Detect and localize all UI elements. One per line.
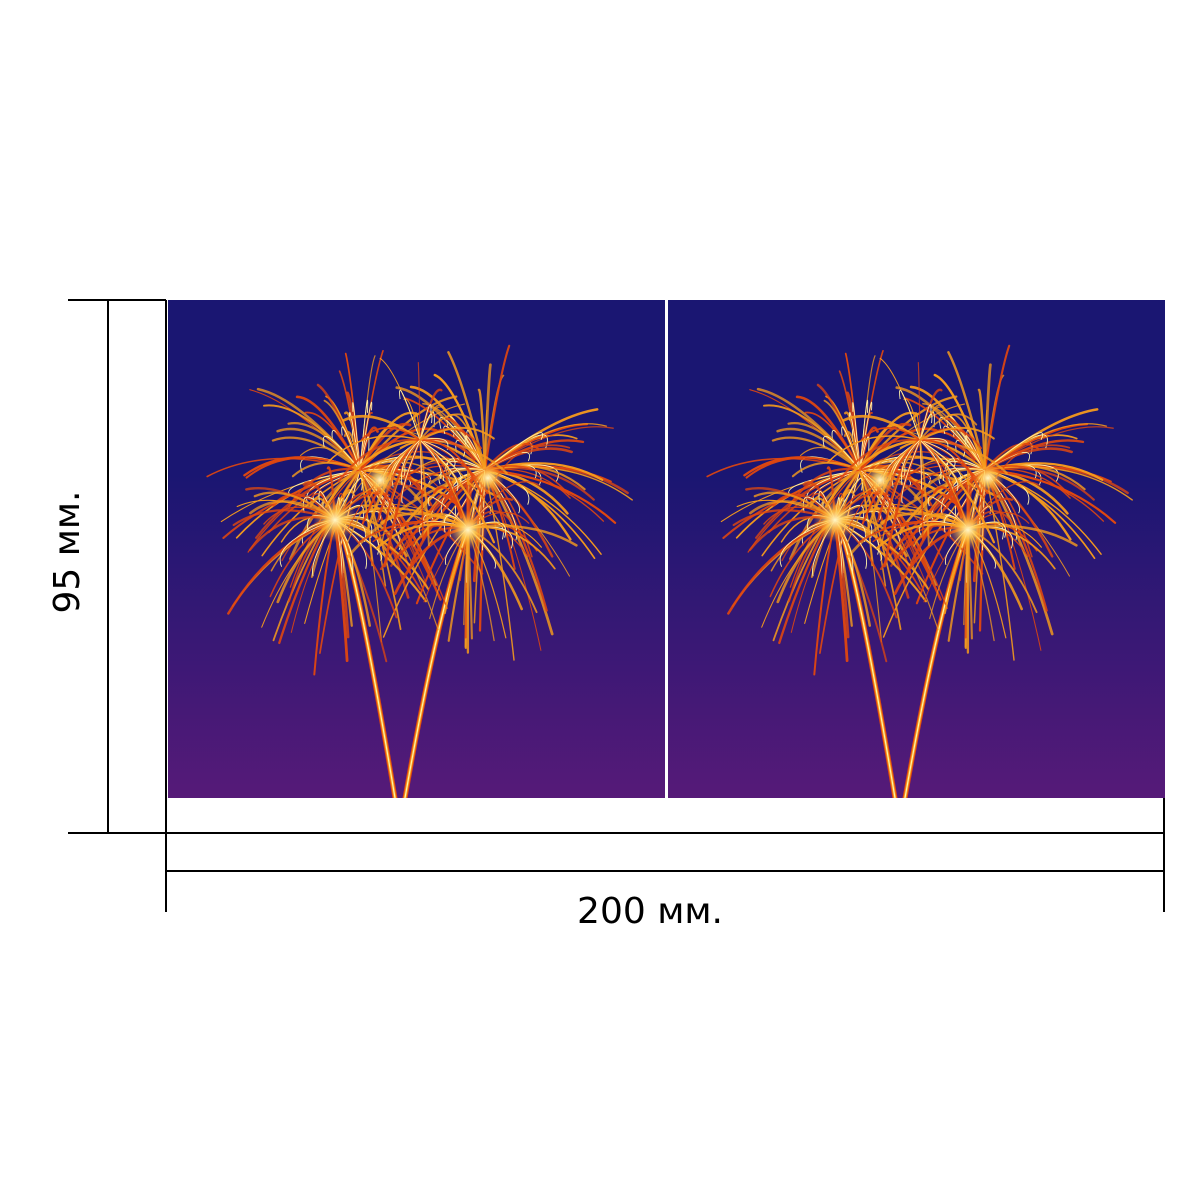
- right-panel: [668, 300, 1165, 798]
- fireworks-image: [206, 344, 633, 798]
- width-dimension-label: 200 мм.: [577, 891, 723, 932]
- height-dimension-label: 95 мм.: [47, 490, 88, 614]
- panel-divider: [665, 300, 668, 798]
- width-dimension-lines: [165, 798, 1165, 912]
- height-dimension-lines: [68, 299, 167, 834]
- fireworks-image: [706, 344, 1133, 798]
- left-panel: [168, 300, 665, 798]
